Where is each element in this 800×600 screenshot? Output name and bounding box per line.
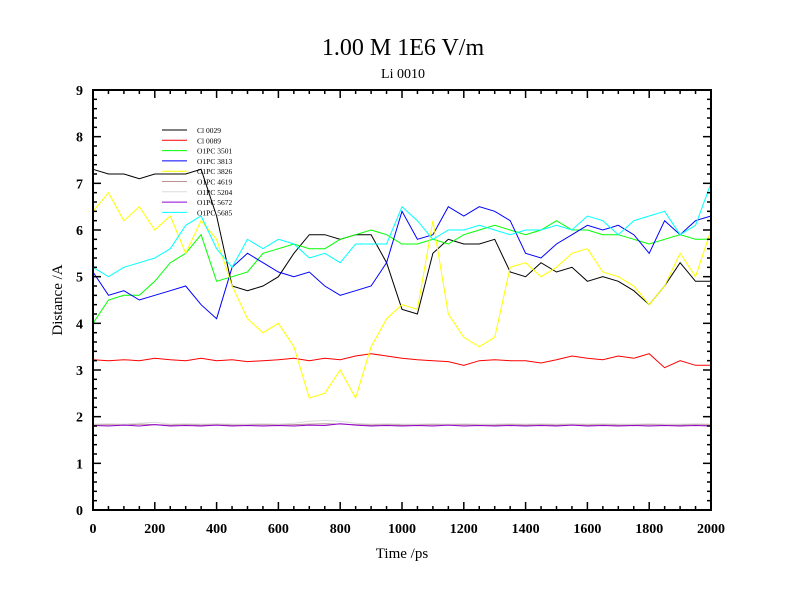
x-axis-label: Time /ps [376, 546, 429, 562]
legend-label: O1PC 4619 [197, 178, 232, 187]
y-axis-label: Distance /A [50, 264, 66, 335]
plot-frame [92, 89, 712, 511]
legend-label: O1PC 3501 [197, 147, 232, 156]
series-layer [92, 168, 712, 427]
chart-title: 1.00 M 1E6 V/m [322, 35, 485, 61]
y-tick-label: 5 [76, 271, 83, 286]
y-tick-label: 4 [76, 317, 83, 332]
x-tick-label: 800 [330, 522, 351, 537]
x-tick-label: 2000 [697, 522, 725, 537]
x-tick-label: 600 [268, 522, 289, 537]
legend-label: O1PC 5672 [197, 198, 232, 207]
legend-label: O1PC 5204 [197, 188, 232, 197]
series-line-o1pc-4619 [92, 423, 712, 426]
legend-label: O1PC 3813 [197, 157, 232, 166]
axis-ticks: 0 200 400 600 800 1000 1200 1400 1600 1800 2000 0 1 2… [76, 84, 725, 537]
x-tick-label: 1400 [512, 522, 540, 537]
y-tick-label: 6 [76, 224, 83, 239]
series-line-o1pc-5672 [92, 423, 712, 427]
legend-label: Cl 0029 [197, 126, 221, 135]
series-line-o1pc-3826 [92, 191, 712, 400]
x-tick-label: 1000 [388, 522, 416, 537]
x-tick-label: 400 [206, 522, 227, 537]
x-tick-label: 1200 [450, 522, 478, 537]
series-line-o1pc-5685 [92, 183, 712, 278]
y-tick-label: 9 [76, 84, 83, 99]
x-tick-label: 1600 [573, 522, 601, 537]
y-tick-label: 7 [76, 177, 83, 192]
y-tick-label: 2 [76, 411, 83, 426]
x-tick-label: 0 [90, 522, 97, 537]
y-tick-label: 3 [76, 364, 83, 379]
legend-label: Cl 0089 [197, 136, 221, 145]
series-line-o1pc-3501 [92, 220, 711, 324]
series-line-cl-0029 [92, 168, 711, 315]
y-tick-label: 8 [76, 131, 83, 146]
y-tick-label: 1 [76, 457, 83, 472]
series-line-o1pc-5204 [92, 419, 712, 425]
y-tick-label: 0 [76, 504, 83, 519]
x-tick-label: 1800 [635, 522, 663, 537]
legend-label: O1PC 3826 [197, 167, 232, 176]
x-tick-label: 200 [144, 522, 165, 537]
legend-label: O1PC 5685 [197, 208, 232, 217]
chart-subtitle: Li 0010 [381, 67, 425, 82]
series-line-cl-0089 [92, 353, 711, 369]
series-line-o1pc-3813 [92, 206, 712, 320]
